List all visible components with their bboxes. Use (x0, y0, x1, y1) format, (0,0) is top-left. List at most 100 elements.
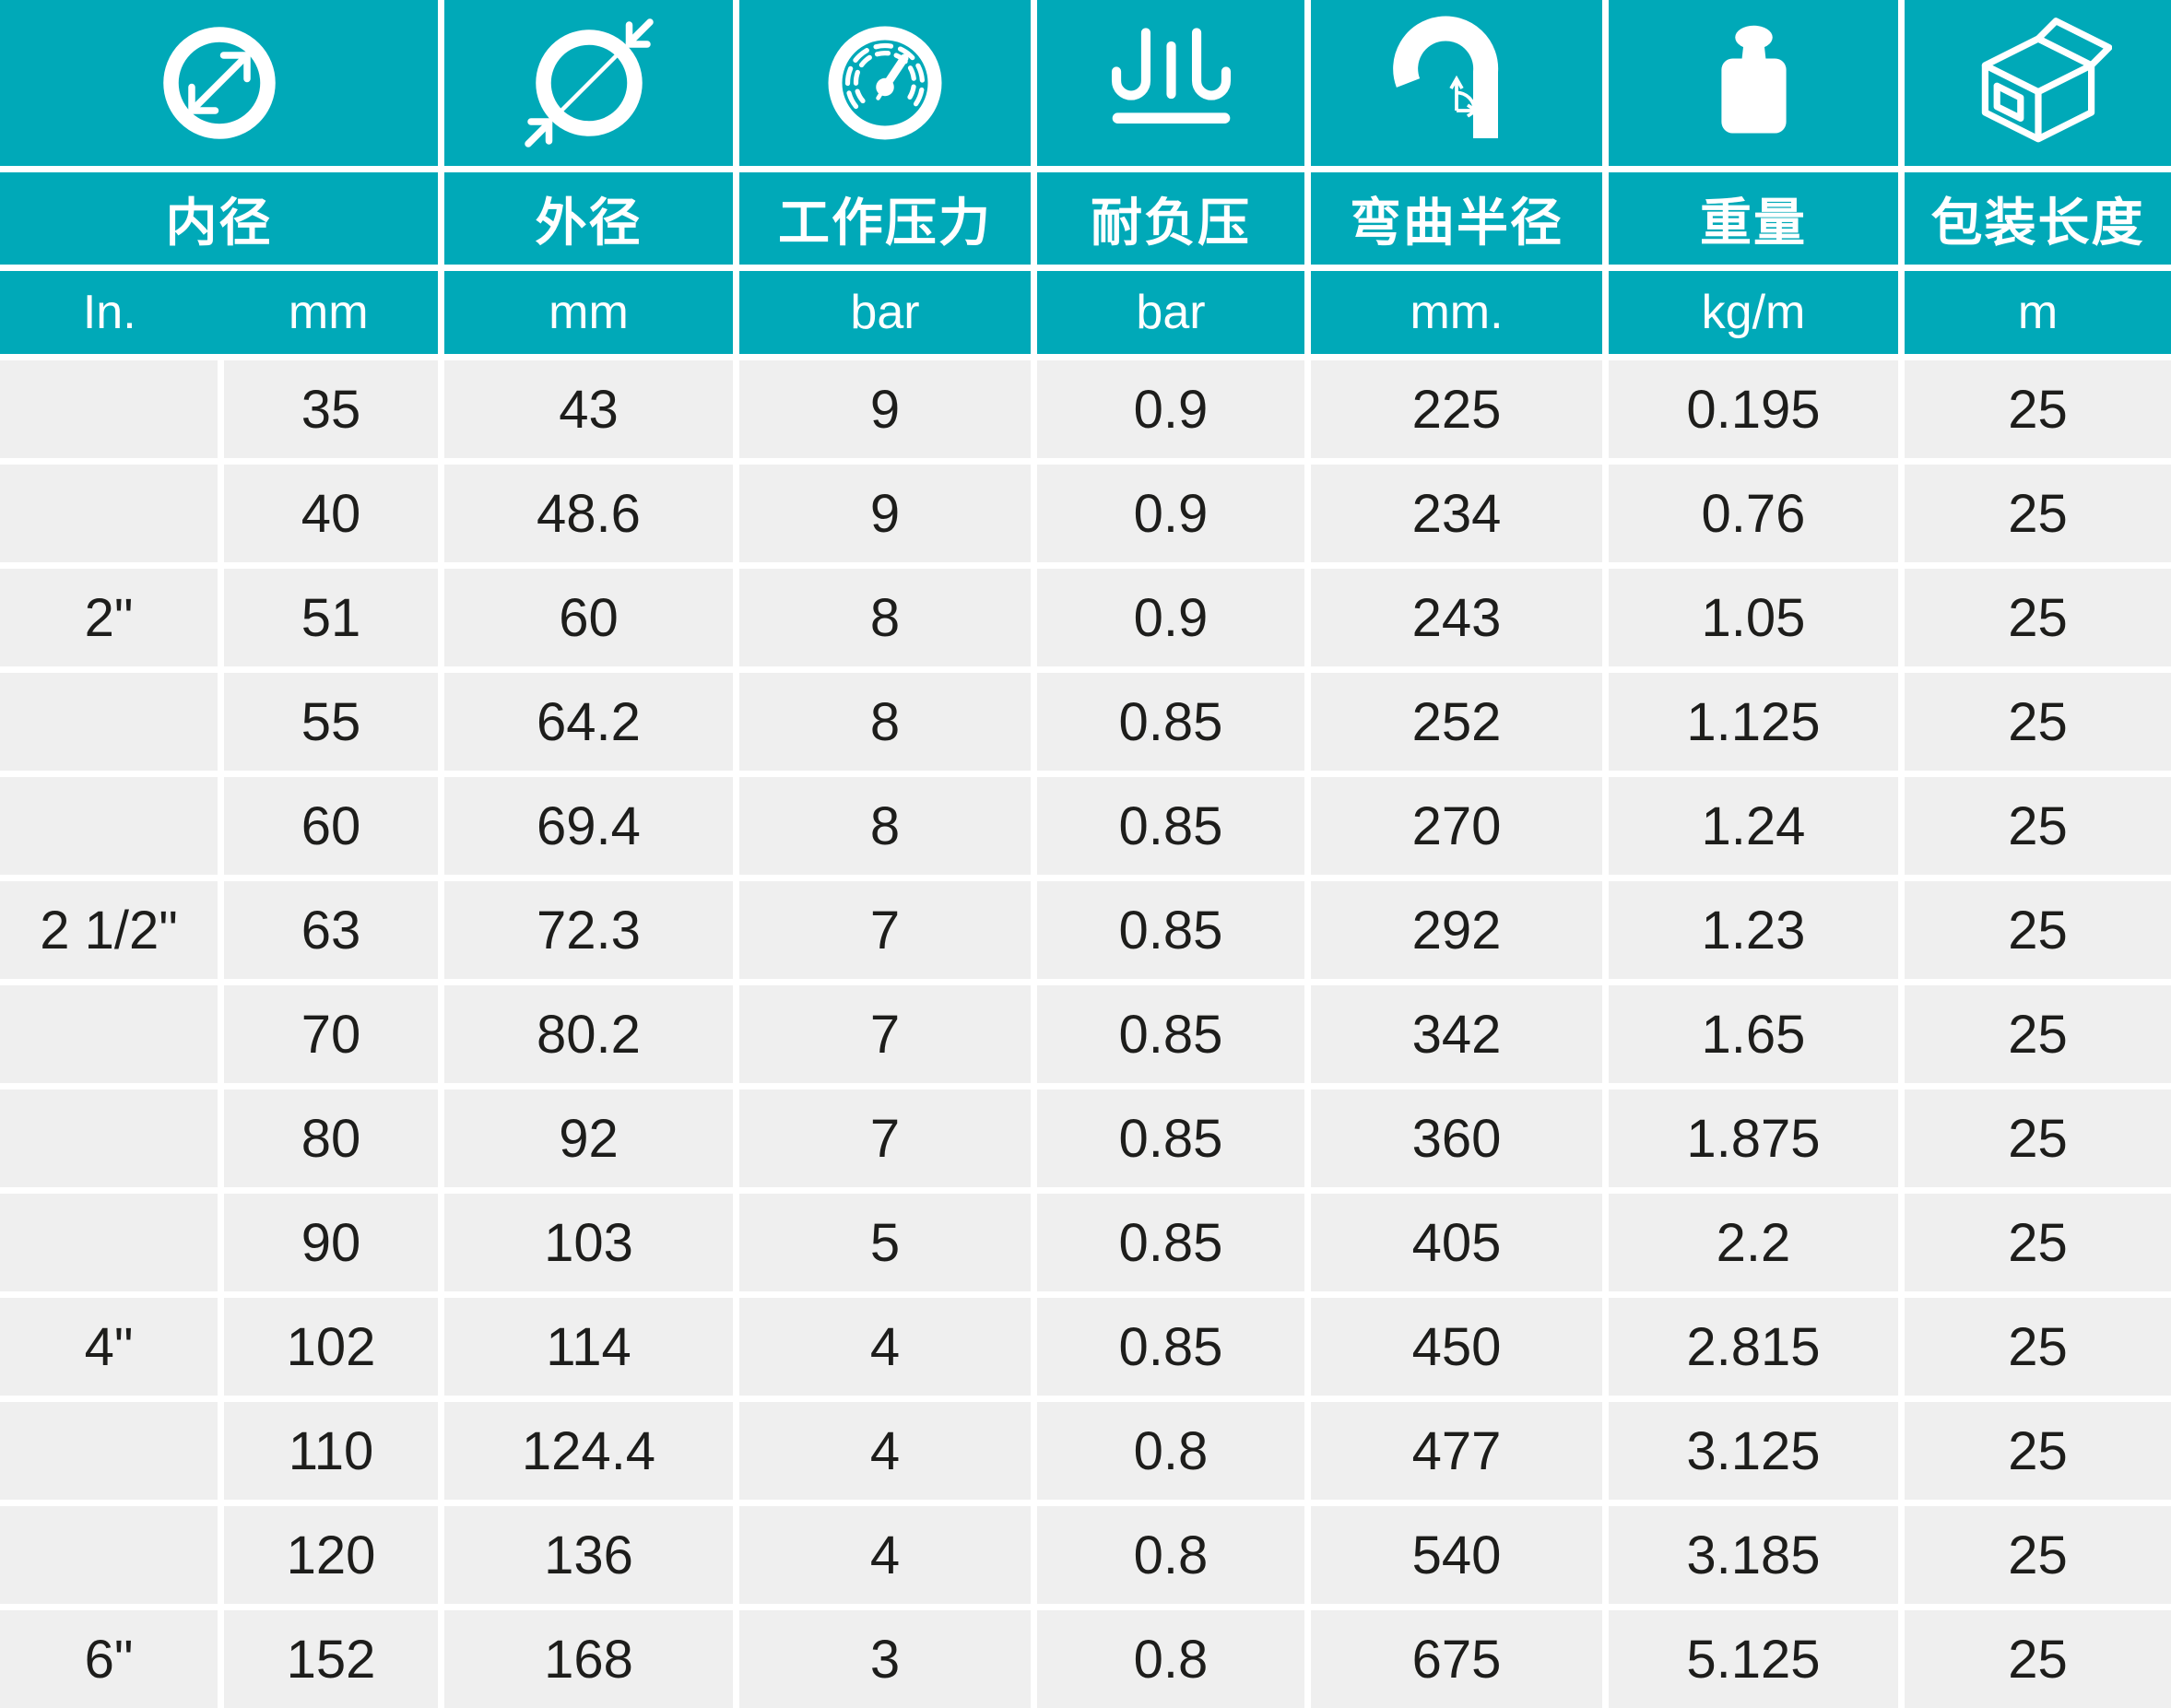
table-cell-r4-c5: 0.85 (1037, 673, 1304, 771)
table-cell-r9-c1 (0, 1194, 218, 1291)
table-cell-r2-c6: 234 (1311, 465, 1602, 562)
table-cell-r11-c7: 3.125 (1609, 1402, 1898, 1500)
table-cell-r12-c1 (0, 1506, 218, 1604)
table-cell-r3-c7: 1.05 (1609, 569, 1898, 666)
table-cell-r3-c4: 8 (739, 569, 1031, 666)
table-cell-r10-c8: 25 (1905, 1298, 2171, 1396)
table-cell-r6-c3: 72.3 (444, 881, 733, 979)
unit-label: bar (1136, 286, 1206, 339)
table-cell-r1-c3: 43 (444, 360, 733, 458)
column-header-label: 包装长度 (1930, 193, 2145, 252)
table-cell-r13-c7: 5.125 (1609, 1610, 1898, 1708)
vacuum-resistance-icon (1111, 27, 1231, 124)
table-cell-r13-c5: 0.8 (1037, 1610, 1304, 1708)
table-cell-r4-c8: 25 (1905, 673, 2171, 771)
vacuum-resistance-icon-cell (1037, 0, 1304, 166)
column-header-1: 外径 (444, 172, 733, 265)
table-cell-r6-c5: 0.85 (1037, 881, 1304, 979)
table-cell-r2-c1 (0, 465, 218, 562)
table-cell-r6-c4: 7 (739, 881, 1031, 979)
table-cell-r8-c6: 360 (1311, 1090, 1602, 1187)
table-cell-r10-c4: 4 (739, 1298, 1031, 1396)
table-cell-r6-c8: 25 (1905, 881, 2171, 979)
table-cell-r6-c2: 63 (224, 881, 438, 979)
table-cell-r3-c2: 51 (224, 569, 438, 666)
table-cell-r3-c1: 2" (0, 569, 218, 666)
column-header-label: 工作压力 (778, 193, 992, 252)
column-header-2: 工作压力 (739, 172, 1031, 265)
column-header-label: 耐负压 (1091, 193, 1251, 252)
table-cell-r12-c8: 25 (1905, 1506, 2171, 1604)
table-cell-r2-c5: 0.9 (1037, 465, 1304, 562)
table-cell-r3-c6: 243 (1311, 569, 1602, 666)
table-cell-r13-c1: 6" (0, 1610, 218, 1708)
inner-diameter-icon-cell (0, 0, 438, 166)
table-cell-r9-c3: 103 (444, 1194, 733, 1291)
table-cell-r8-c2: 80 (224, 1090, 438, 1187)
table-cell-r3-c3: 60 (444, 569, 733, 666)
table-cell-r11-c6: 477 (1311, 1402, 1602, 1500)
table-cell-r7-c4: 7 (739, 985, 1031, 1083)
unit-label: kg/m (1701, 286, 1806, 339)
table-cell-r2-c7: 0.76 (1609, 465, 1898, 562)
column-header-label: 重量 (1700, 193, 1807, 252)
table-cell-r12-c4: 4 (739, 1506, 1031, 1604)
table-cell-r1-c2: 35 (224, 360, 438, 458)
table-cell-r6-c7: 1.23 (1609, 881, 1898, 979)
outer-diameter-icon (524, 18, 654, 147)
table-cell-r1-c8: 25 (1905, 360, 2171, 458)
column-header-0: 内径 (0, 172, 438, 265)
table-cell-r12-c6: 540 (1311, 1506, 1602, 1604)
weight-icon-cell (1609, 0, 1898, 166)
table-cell-r1-c4: 9 (739, 360, 1031, 458)
table-cell-r8-c4: 7 (739, 1090, 1031, 1187)
column-header-6: 包装长度 (1905, 172, 2171, 265)
pressure-gauge-icon-cell (739, 0, 1031, 166)
bend-radius-icon (1393, 16, 1499, 138)
table-cell-r11-c2: 110 (224, 1402, 438, 1500)
table-cell-r8-c7: 1.875 (1609, 1090, 1898, 1187)
table-cell-r5-c1 (0, 777, 218, 875)
table-cell-r7-c6: 342 (1311, 985, 1602, 1083)
table-cell-r11-c8: 25 (1905, 1402, 2171, 1500)
table-cell-r2-c4: 9 (739, 465, 1031, 562)
unit-label: In. (82, 286, 136, 339)
package-length-icon (1981, 18, 2112, 143)
column-header-label: 内径 (165, 193, 273, 252)
table-cell-r10-c3: 114 (444, 1298, 733, 1396)
weight-icon (1720, 25, 1787, 133)
table-cell-r10-c5: 0.85 (1037, 1298, 1304, 1396)
column-header-5: 重量 (1609, 172, 1898, 265)
unit-cell-5: kg/m (1609, 271, 1898, 354)
table-cell-r1-c5: 0.9 (1037, 360, 1304, 458)
unit-cell-0: In. mm (0, 271, 438, 354)
column-header-4: 弯曲半径 (1311, 172, 1602, 265)
table-cell-r5-c6: 270 (1311, 777, 1602, 875)
table-cell-r9-c2: 90 (224, 1194, 438, 1291)
table-cell-r1-c6: 225 (1311, 360, 1602, 458)
table-cell-r6-c1: 2 1/2" (0, 881, 218, 979)
table-cell-r9-c7: 2.2 (1609, 1194, 1898, 1291)
unit-label: mm. (1410, 286, 1504, 339)
table-cell-r5-c2: 60 (224, 777, 438, 875)
table-cell-r13-c3: 168 (444, 1610, 733, 1708)
table-cell-r9-c6: 405 (1311, 1194, 1602, 1291)
table-cell-r4-c3: 64.2 (444, 673, 733, 771)
unit-cell-1: mm (444, 271, 733, 354)
table-cell-r7-c3: 80.2 (444, 985, 733, 1083)
column-header-3: 耐负压 (1037, 172, 1304, 265)
unit-cell-6: m (1905, 271, 2171, 354)
package-length-icon-cell (1905, 0, 2171, 166)
table-cell-r7-c7: 1.65 (1609, 985, 1898, 1083)
table-cell-r4-c6: 252 (1311, 673, 1602, 771)
table-cell-r4-c2: 55 (224, 673, 438, 771)
table-cell-r5-c5: 0.85 (1037, 777, 1304, 875)
table-cell-r12-c2: 120 (224, 1506, 438, 1604)
table-cell-r12-c5: 0.8 (1037, 1506, 1304, 1604)
table-cell-r5-c7: 1.24 (1609, 777, 1898, 875)
unit-cell-4: mm. (1311, 271, 1602, 354)
table-cell-r7-c1 (0, 985, 218, 1083)
table-cell-r4-c1 (0, 673, 218, 771)
table-cell-r2-c2: 40 (224, 465, 438, 562)
